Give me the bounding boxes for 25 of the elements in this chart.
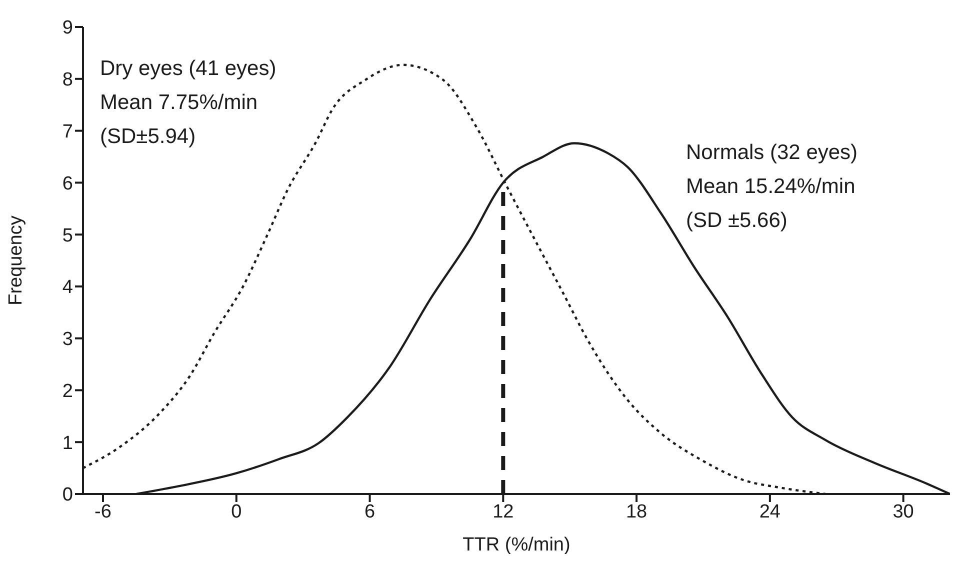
y-tick-label: 9 (62, 18, 73, 39)
y-tick-label: 2 (62, 380, 73, 402)
x-axis-title: TTR (%/min) (462, 534, 570, 556)
annotation: Normals (32 eyes) (686, 140, 858, 166)
y-tick-label: 5 (62, 225, 73, 246)
y-tick-label: 6 (62, 173, 73, 194)
x-tick-label: 12 (492, 501, 514, 522)
y-tick-label: 0 (62, 484, 73, 506)
y-tick-label: 1 (62, 432, 73, 454)
x-tick-label: 0 (231, 501, 242, 522)
annotation: (SD±5.94) (100, 124, 196, 150)
x-tick-label: 30 (892, 501, 914, 522)
annotation: Dry eyes (41 eyes) (100, 56, 276, 82)
y-axis-title: Frequency (6, 215, 27, 306)
y-tick-label: 8 (62, 70, 73, 91)
annotation: Mean 15.24%/min (686, 174, 856, 200)
annotation: Mean 7.75%/min (100, 90, 258, 116)
annotation: (SD ±5.66) (686, 208, 788, 234)
y-tick-label: 7 (62, 122, 73, 143)
x-tick-label: 6 (364, 501, 376, 522)
x-tick-label: -6 (94, 501, 112, 522)
y-tick-label: 3 (62, 329, 73, 350)
x-tick-label: 24 (759, 501, 781, 522)
y-tick-label: 4 (62, 277, 74, 298)
x-tick-label: 18 (626, 501, 648, 522)
